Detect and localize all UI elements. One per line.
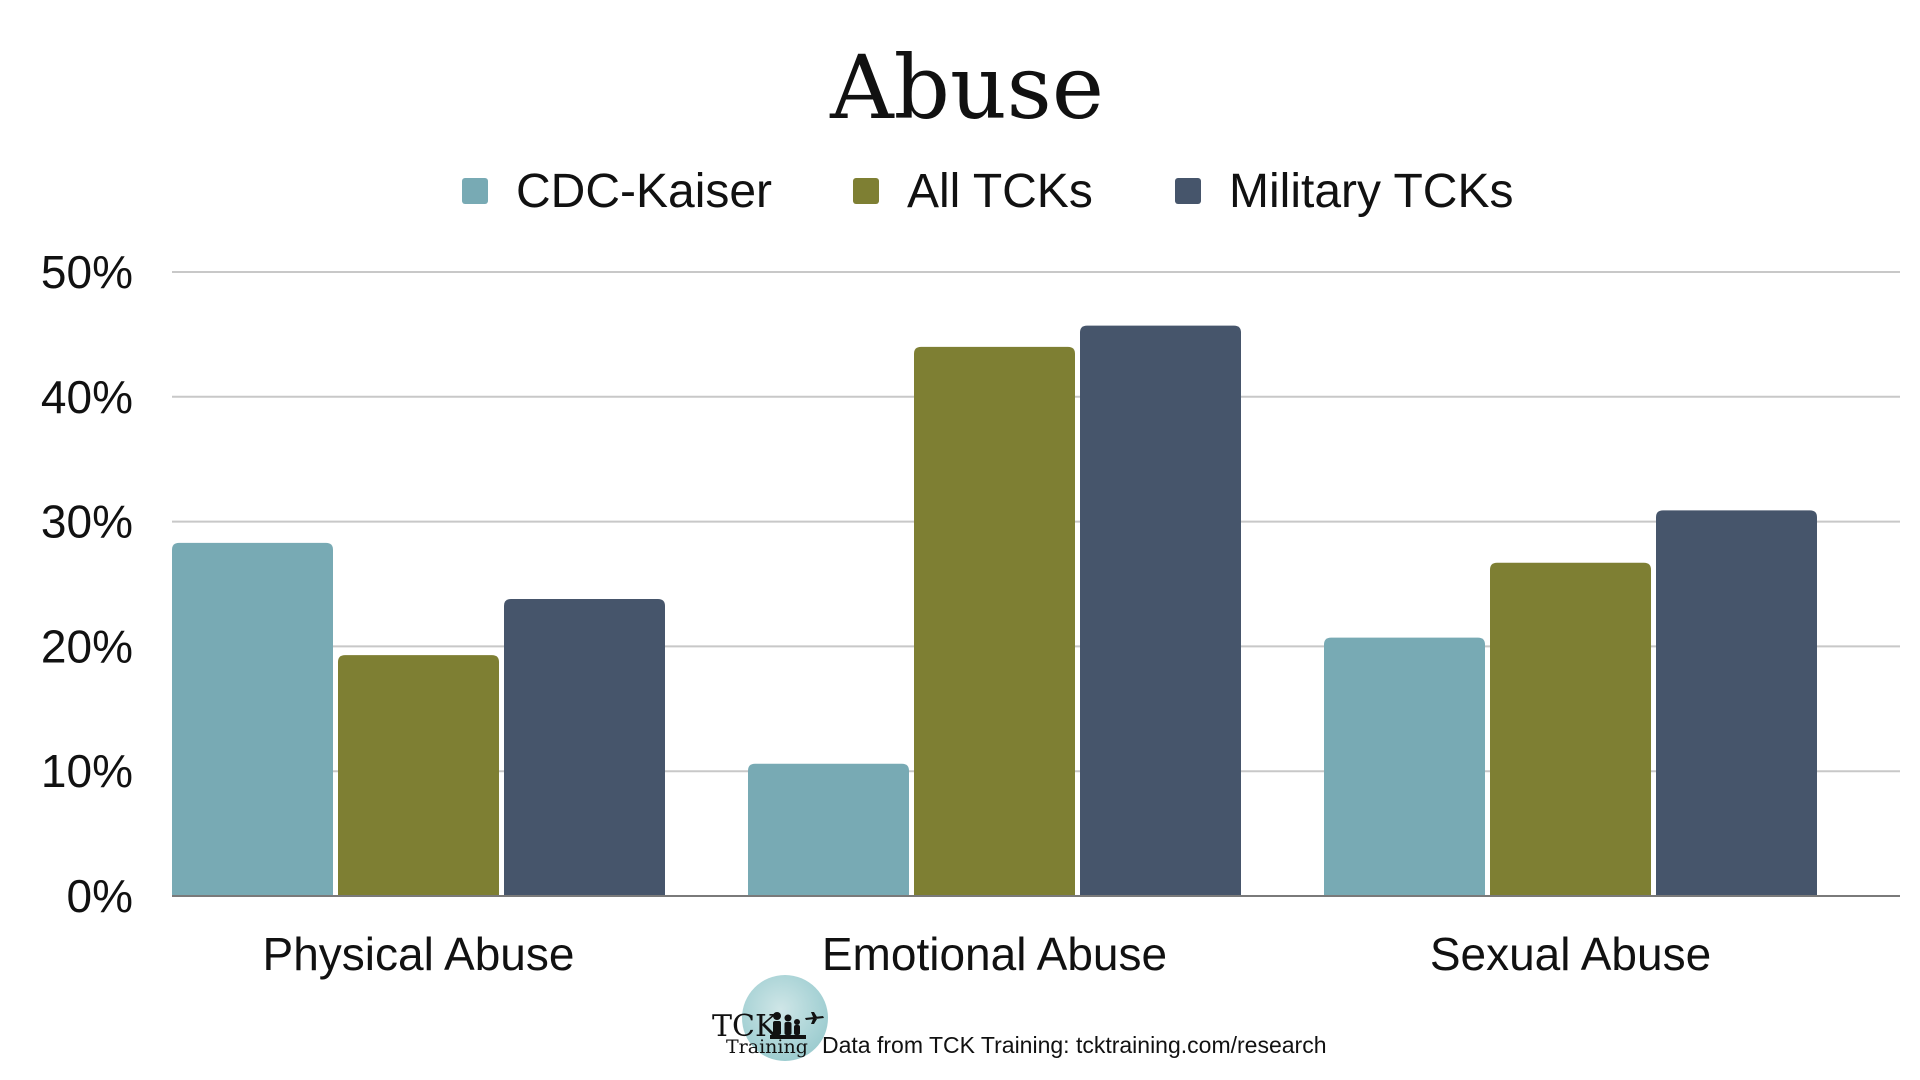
tck-training-logo: TCK Training	[700, 975, 828, 1075]
x-tick-label: Emotional Abuse	[822, 928, 1167, 980]
y-tick-label: 20%	[41, 620, 133, 672]
y-tick-label: 10%	[41, 745, 133, 797]
bar	[1324, 637, 1485, 896]
y-tick-label: 0%	[67, 870, 133, 922]
y-tick-label: 50%	[41, 246, 133, 298]
y-tick-label: 30%	[41, 496, 133, 548]
x-tick-label: Physical Abuse	[263, 928, 575, 980]
legend-label: Military TCKs	[1229, 165, 1513, 218]
y-tick-label: 40%	[41, 371, 133, 423]
bar	[748, 763, 909, 896]
legend-swatch	[1175, 178, 1201, 204]
legend-swatch	[462, 178, 488, 204]
bars	[172, 325, 1900, 897]
source-caption: Data from TCK Training: tcktraining.com/…	[822, 1032, 1327, 1058]
bar	[172, 542, 333, 896]
legend-label: CDC-Kaiser	[516, 165, 772, 218]
chart-title: Abuse	[829, 36, 1104, 139]
footer: TCK Training Data from TCK Training: tck…	[700, 975, 1400, 1075]
bar	[504, 598, 665, 896]
legend-swatch	[853, 178, 879, 204]
x-tick-label: Sexual Abuse	[1430, 928, 1711, 980]
legend-label: All TCKs	[907, 165, 1093, 218]
y-axis: 0% 10% 20% 30% 40% 50%	[41, 246, 133, 922]
family-silhouette-icon	[770, 1012, 824, 1039]
logo-training-text: Training	[726, 1036, 808, 1058]
bar	[1656, 510, 1817, 896]
bar	[914, 346, 1075, 896]
x-axis: Physical Abuse Emotional Abuse Sexual Abus…	[263, 928, 1712, 980]
bar	[1490, 562, 1651, 896]
legend: CDC-Kaiser All TCKs Military TCKs	[462, 165, 1513, 218]
logo-tck-text: TCK	[712, 1009, 778, 1044]
bar	[1080, 325, 1241, 896]
bar	[338, 655, 499, 896]
